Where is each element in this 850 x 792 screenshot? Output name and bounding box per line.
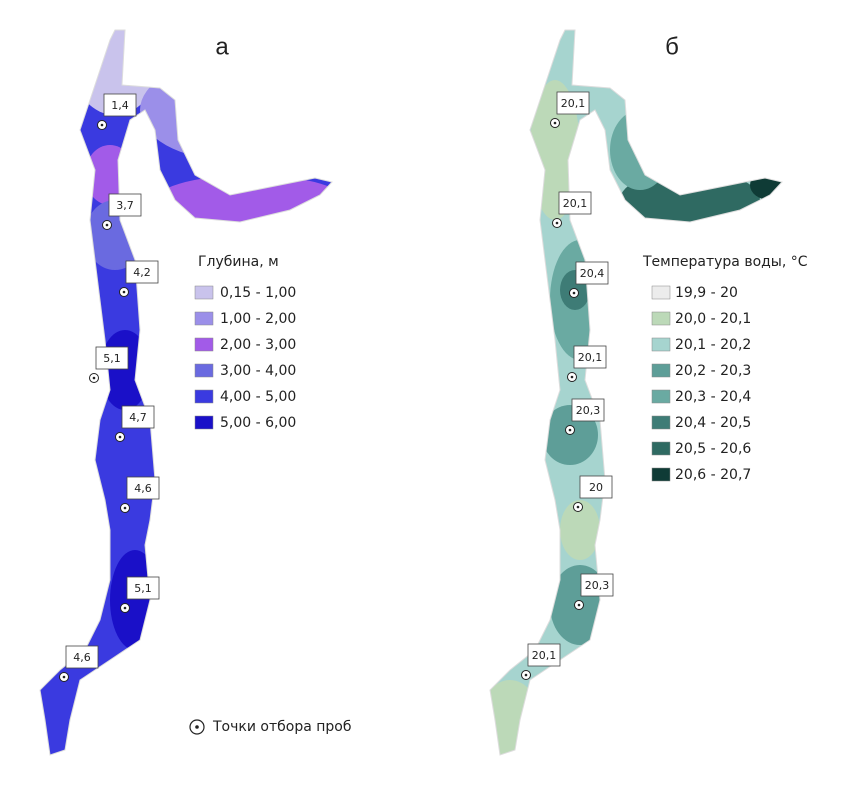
sampling-point-dot [553, 121, 557, 125]
legend-swatch [651, 467, 671, 482]
sample-label: 20,3 [576, 404, 601, 417]
sample-label-box [558, 191, 592, 215]
sampling-point-dot [100, 123, 104, 127]
sample-label: 20,1 [532, 649, 557, 662]
sampling-point-dot [524, 673, 528, 677]
sample-label-box [126, 476, 160, 500]
sample-label: 5,1 [103, 352, 121, 365]
sample-label: 20 [589, 481, 603, 494]
sampling-point-icon-dot [195, 725, 199, 729]
sample-label: 4,6 [73, 651, 91, 664]
sample-label-box [103, 93, 137, 117]
sample-label: 4,6 [134, 482, 152, 495]
legend-swatch [194, 311, 214, 326]
legend-label: 20,6 - 20,7 [675, 467, 751, 483]
panel-label: б [665, 33, 679, 60]
legend-label: 2,00 - 3,00 [220, 337, 296, 353]
legend-label: 20,3 - 20,4 [675, 389, 751, 405]
sample-label: 1,4 [111, 99, 129, 112]
sampling-points-legend: Точки отбора проб [212, 719, 351, 735]
sampling-point-dot [122, 290, 126, 294]
sample-label-box [571, 398, 605, 422]
legend-label: 4,00 - 5,00 [220, 389, 296, 405]
sampling-point-dot [118, 435, 122, 439]
sample-label: 20,1 [563, 197, 588, 210]
sampling-point-dot [62, 675, 66, 679]
legend-label: 5,00 - 6,00 [220, 415, 296, 431]
sample-label: 20,1 [561, 97, 586, 110]
sampling-point-dot [123, 506, 127, 510]
sample-label: 20,3 [585, 579, 610, 592]
sample-label-box [580, 573, 614, 597]
sampling-point-dot [570, 375, 574, 379]
sample-label-box [95, 346, 129, 370]
legend-label: 20,5 - 20,6 [675, 441, 751, 457]
legend-swatch [194, 363, 214, 378]
legend-label: 20,1 - 20,2 [675, 337, 751, 353]
sample-label: 4,7 [129, 411, 147, 424]
legend-swatch [194, 285, 214, 300]
sampling-point-dot [577, 603, 581, 607]
sample-label-box [579, 475, 613, 499]
legend-swatch [651, 337, 671, 352]
legend-label: 1,00 - 2,00 [220, 311, 296, 327]
sampling-point-dot [576, 505, 580, 509]
sample-label: 20,1 [578, 351, 603, 364]
legend-swatch [651, 441, 671, 456]
legend-swatch [194, 337, 214, 352]
sample-label-box [126, 576, 160, 600]
sample-label: 3,7 [116, 199, 134, 212]
legend-swatch [194, 415, 214, 430]
legend-label: 20,0 - 20,1 [675, 311, 751, 327]
panel-label: а [215, 33, 229, 60]
legend-swatch [651, 311, 671, 326]
legend-swatch [651, 285, 671, 300]
sampling-point-dot [123, 606, 127, 610]
sample-label: 4,2 [133, 266, 151, 279]
sampling-point-dot [572, 291, 576, 295]
sample-label: 20,4 [580, 267, 605, 280]
sampling-point-dot [568, 428, 572, 432]
sample-label-box [573, 345, 607, 369]
legend-label: 20,2 - 20,3 [675, 363, 751, 379]
legend-title: Температура воды, °С [642, 254, 808, 270]
legend-title: Глубина, м [198, 254, 279, 270]
sample-label-box [575, 261, 609, 285]
legend-label: 0,15 - 1,00 [220, 285, 296, 301]
sample-label-box [121, 405, 155, 429]
legend-label: 20,4 - 20,5 [675, 415, 751, 431]
legend-swatch [194, 389, 214, 404]
sample-label-box [125, 260, 159, 284]
sample-label-box [65, 645, 99, 669]
sampling-point-dot [105, 223, 109, 227]
zone [560, 500, 600, 560]
legend-swatch [651, 415, 671, 430]
sampling-point-dot [92, 376, 96, 380]
legend-swatch [651, 363, 671, 378]
sample-label: 5,1 [134, 582, 152, 595]
sample-label-box [108, 193, 142, 217]
sample-label-box [556, 91, 590, 115]
sample-label-box [527, 643, 561, 667]
legend-label: 3,00 - 4,00 [220, 363, 296, 379]
legend-swatch [651, 389, 671, 404]
sampling-point-dot [555, 221, 559, 225]
legend-label: 19,9 - 20 [675, 285, 738, 301]
